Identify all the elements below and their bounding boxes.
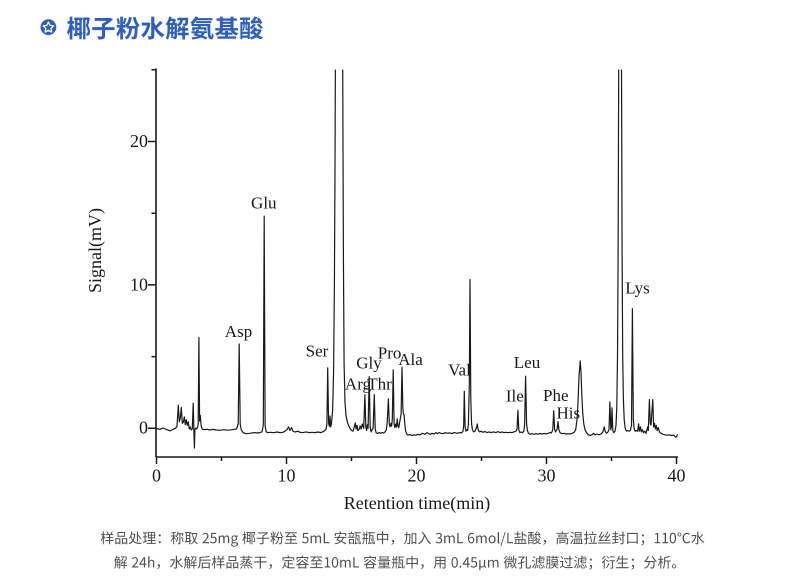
svg-text:His: His (556, 404, 580, 423)
svg-text:20: 20 (408, 466, 426, 486)
svg-text:Asp: Asp (225, 322, 252, 341)
svg-text:20: 20 (130, 131, 148, 151)
svg-text:Ala: Ala (398, 350, 423, 369)
svg-text:Signal(mV): Signal(mV) (85, 208, 106, 293)
svg-text:40: 40 (668, 466, 686, 486)
svg-text:Val: Val (448, 361, 471, 380)
svg-text:Retention time(min): Retention time(min) (344, 493, 490, 514)
svg-text:Lys: Lys (625, 279, 650, 298)
svg-text:30: 30 (538, 466, 556, 486)
svg-text:Gly: Gly (356, 354, 382, 373)
svg-text:0: 0 (139, 418, 148, 438)
svg-text:Glu: Glu (251, 194, 277, 213)
svg-text:Arg: Arg (345, 375, 372, 394)
svg-text:Ser: Ser (306, 342, 329, 361)
svg-text:10: 10 (130, 275, 148, 295)
svg-text:Pro: Pro (378, 344, 402, 363)
svg-text:Leu: Leu (514, 353, 541, 372)
svg-text:10: 10 (278, 466, 296, 486)
svg-text:0: 0 (152, 466, 161, 486)
svg-text:Thr: Thr (367, 375, 392, 394)
svg-text:Ile: Ile (506, 387, 524, 406)
svg-text:Phe: Phe (543, 386, 569, 405)
